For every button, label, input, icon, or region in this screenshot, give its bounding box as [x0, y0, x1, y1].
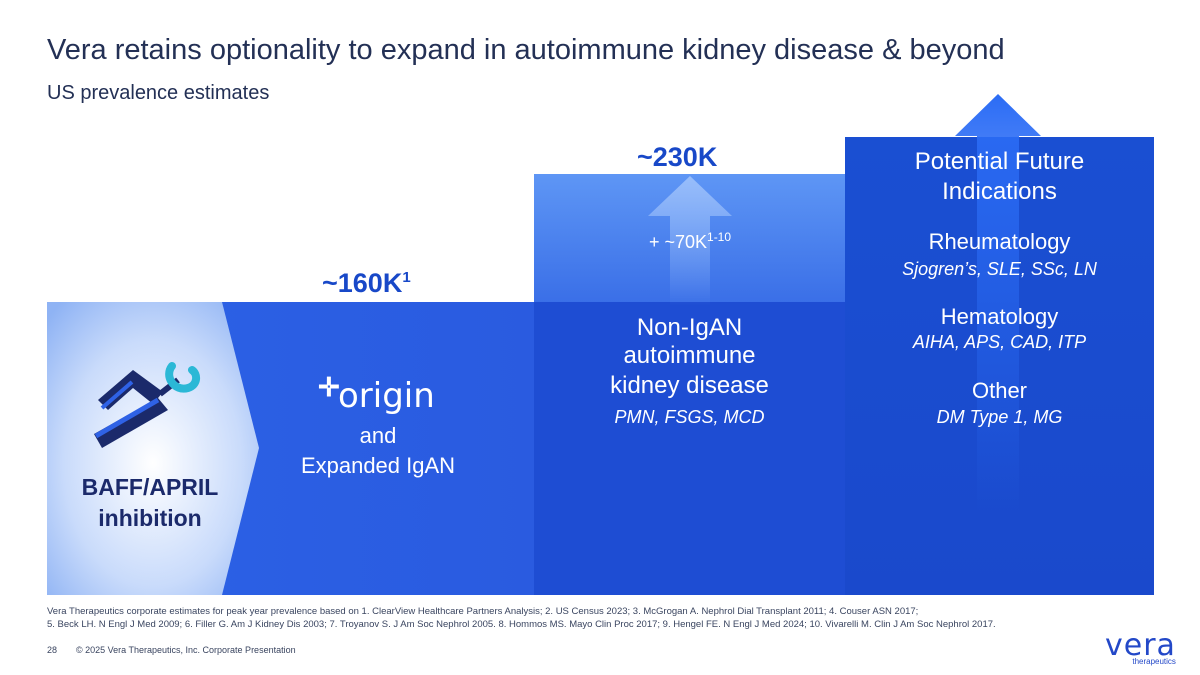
vera-logo: vera therapeutics — [1105, 628, 1176, 666]
page-number: 28 — [47, 645, 58, 655]
indication-detail-1: AIHA, APS, CAD, ITP — [912, 332, 1087, 352]
origin-logo-text: origin — [338, 376, 435, 416]
indication-detail-2: DM Type 1, MG — [936, 407, 1063, 427]
future-heading2: Indications — [942, 178, 1057, 205]
indication-detail-0: Sjogren’s, SLE, SSc, LN — [902, 259, 1097, 279]
increment-label: + ~70K1-10 — [600, 230, 780, 253]
indication-name-0: Rheumatology — [928, 229, 1071, 254]
origin-cross-icon: ✛ — [318, 372, 340, 402]
stage1-value-sup: 1 — [402, 269, 411, 286]
molecule-icon — [94, 362, 201, 448]
non-igan-line2: autoimmune — [623, 342, 756, 369]
slide-title: Vera retains optionality to expand in au… — [47, 34, 1005, 66]
copyright: © 2025 Vera Therapeutics, Inc. Corporate… — [76, 645, 296, 655]
vera-wordmark: vera — [1105, 628, 1176, 663]
increment-text: + ~70K — [648, 232, 708, 252]
up-arrow-icon — [648, 176, 732, 306]
references-line1: Vera Therapeutics corporate estimates fo… — [47, 606, 919, 617]
non-igan-lower-block — [534, 302, 845, 595]
references: Vera Therapeutics corporate estimates fo… — [47, 605, 1147, 631]
indication-name-1: Hematology — [940, 304, 1059, 329]
baff-april-label: BAFF/APRIL inhibition — [81, 474, 219, 531]
future-up-arrow-icon — [955, 94, 1041, 514]
stage2-value: ~230K — [637, 142, 718, 172]
slide-subtitle: US prevalence estimates — [47, 82, 270, 104]
non-igan-line3: kidney disease — [610, 372, 769, 399]
expanded-igan: Expanded IgAN — [300, 453, 456, 478]
baff-april-panel — [47, 302, 259, 595]
references-line2: 5. Beck LH. N Engl J Med 2009; 6. Filler… — [47, 619, 996, 630]
stage1-value-text: ~160K — [322, 268, 403, 298]
stage1-value: ~160K1 — [322, 268, 411, 299]
non-igan-line1: Non-IgAN — [636, 314, 743, 341]
increment-sup: 1-10 — [707, 230, 732, 244]
non-igan-detail: PMN, FSGS, MCD — [614, 407, 765, 427]
vera-tagline: therapeutics — [1132, 657, 1176, 666]
indication-name-2: Other — [971, 378, 1028, 403]
origin-and: and — [359, 423, 397, 448]
future-heading1: Potential Future — [914, 148, 1085, 175]
